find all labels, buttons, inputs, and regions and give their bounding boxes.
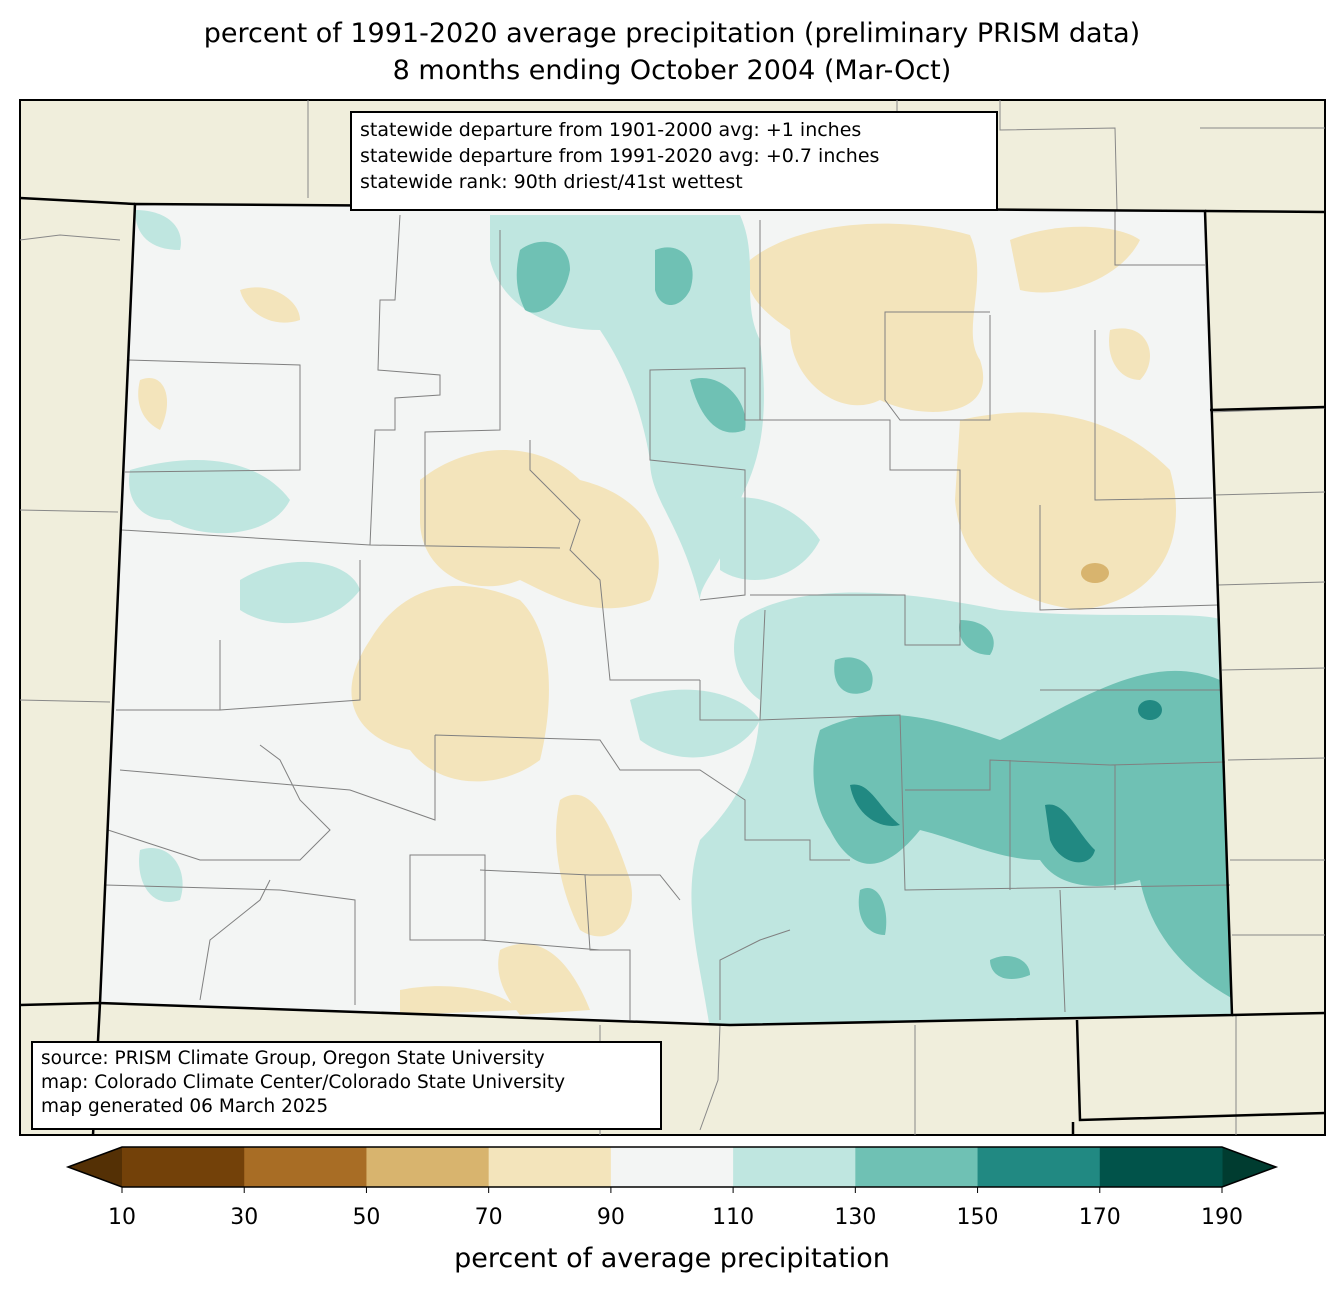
colorbar-segment: [488, 1147, 612, 1187]
county-lines: [104, 210, 1231, 1020]
colorbar-tick-label: 50: [352, 1205, 381, 1230]
colorbar-tick-label: 130: [834, 1205, 877, 1230]
colorbar-segment: [610, 1147, 734, 1187]
colorbar-label: percent of average precipitation: [454, 1243, 890, 1274]
source-box: source: PRISM Climate Group, Oregon Stat…: [31, 1041, 662, 1130]
colorbar-segment: [733, 1147, 856, 1187]
colorbar-segment: [366, 1147, 490, 1187]
much-above-normal-areas: [850, 700, 1162, 863]
generated-date-line: map generated 06 March 2025: [41, 1096, 329, 1117]
colorbar-segment: [855, 1147, 979, 1187]
colorbar-segment: [244, 1147, 367, 1187]
colorbar-tick-label: 110: [712, 1205, 755, 1230]
map-title-line2: 8 months ending October 2004 (Mar-Oct): [392, 55, 952, 86]
map-credit-line: map: Colorado Climate Center/Colorado St…: [41, 1072, 566, 1093]
colorbar-segment: [977, 1147, 1101, 1187]
colorbar-extend-low: [68, 1147, 122, 1187]
colorbar-segment: [122, 1147, 245, 1187]
source-line: source: PRISM Climate Group, Oregon Stat…: [41, 1048, 545, 1069]
colorbar-tick-label: 170: [1078, 1205, 1121, 1230]
map-title-line1: percent of 1991-2020 average precipitati…: [203, 18, 1141, 49]
statewide-stats-box: statewide departure from 1901-2000 avg: …: [350, 111, 998, 211]
colorado-state-border: [98, 202, 1234, 1027]
statewide-rank: statewide rank: 90th driest/41st wettest: [360, 171, 743, 193]
much-below-normal-areas: [1081, 563, 1109, 583]
colorbar-extend-high: [1222, 1147, 1276, 1187]
colorbar-tick-label: 70: [474, 1205, 503, 1230]
colorbar-tick-label: 10: [108, 1205, 136, 1230]
colorbar-tick-label: 150: [956, 1205, 999, 1230]
colorbar: [65, 1146, 1279, 1193]
below-normal-areas: [138, 223, 1176, 1015]
departure-1901-2000: statewide departure from 1901-2000 avg: …: [360, 119, 862, 141]
departure-1991-2020: statewide departure from 1991-2020 avg: …: [360, 145, 880, 167]
colorbar-tick-label: 30: [230, 1205, 259, 1230]
colorbar-segment: [1099, 1147, 1223, 1187]
colorbar-tick-label: 90: [596, 1205, 625, 1230]
colorbar-tick-label: 190: [1201, 1205, 1243, 1230]
well-above-normal-areas: [516, 241, 1232, 1000]
